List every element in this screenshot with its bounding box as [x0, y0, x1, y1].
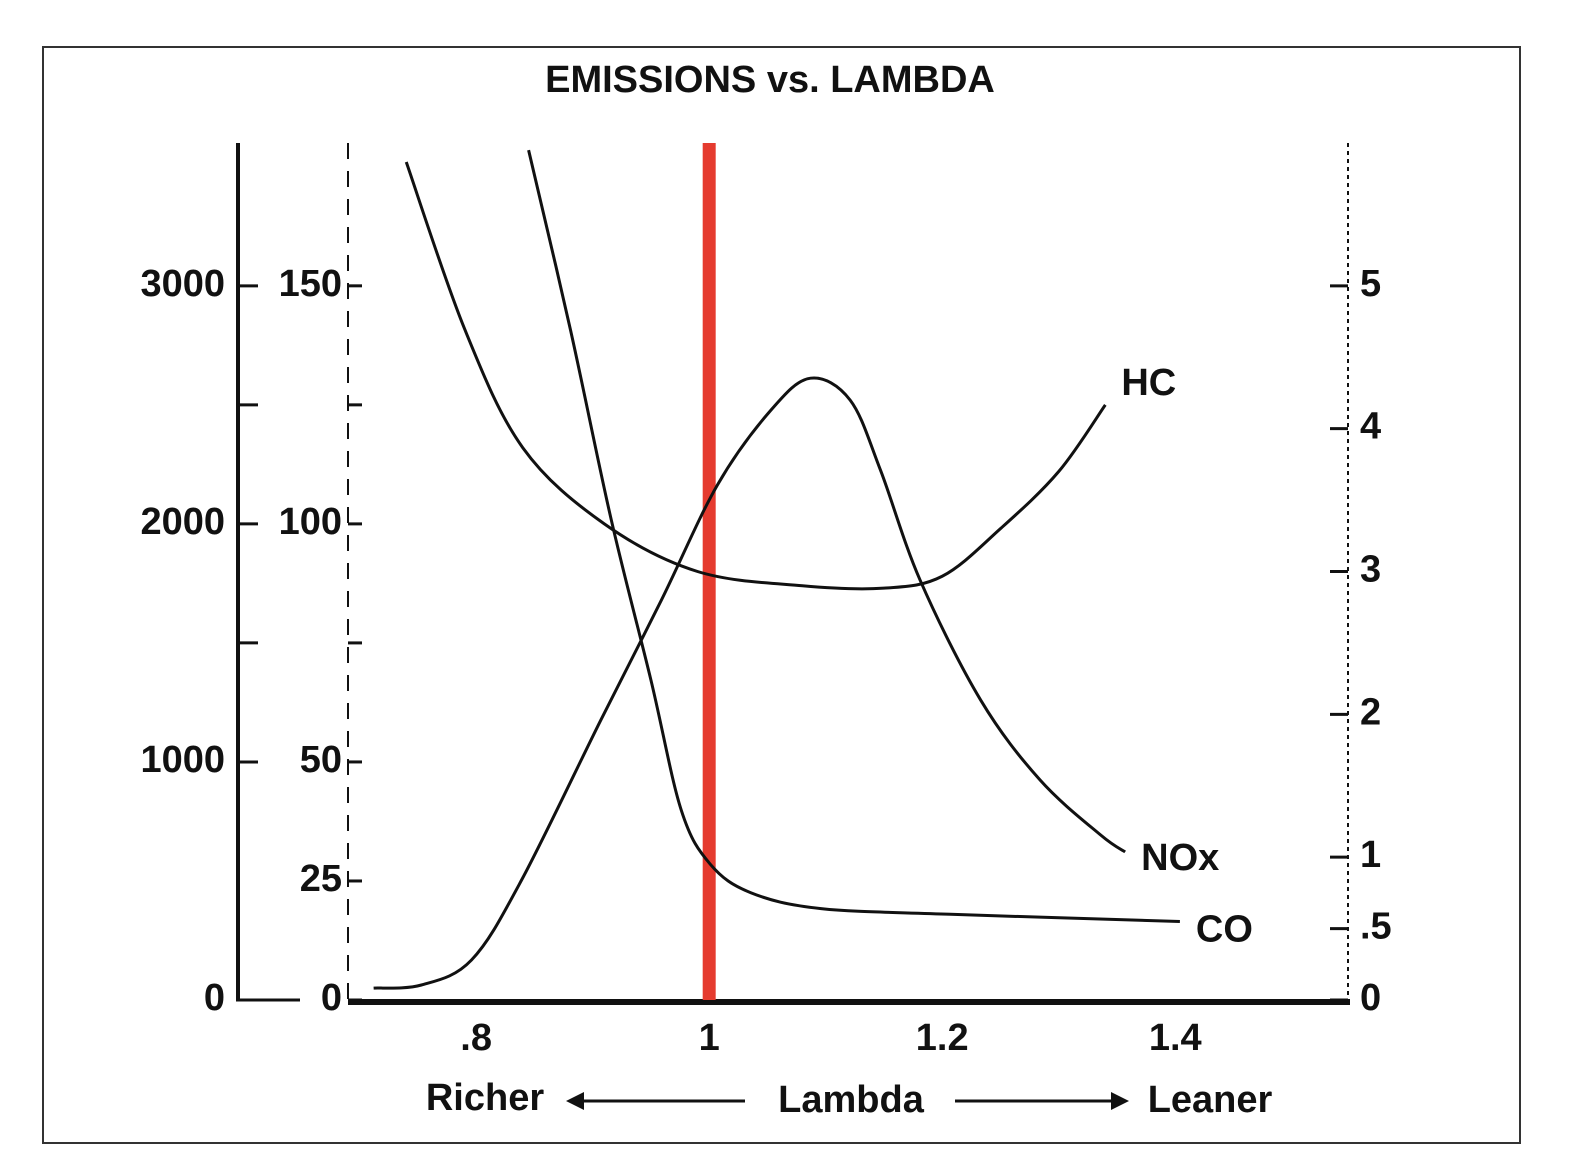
y-tick-label: 0	[204, 977, 225, 1019]
y-tick-label: 1000	[140, 739, 225, 781]
y2-tick-label: 50	[300, 739, 342, 781]
chart-title: EMISSIONS vs. LAMBDA	[545, 59, 995, 101]
y-tick-label: 2000	[140, 501, 225, 543]
x-tick-label: .8	[460, 1017, 492, 1059]
arrow-head-left	[566, 1092, 584, 1110]
y3-tick-label: 0	[1360, 977, 1381, 1019]
y3-tick-label: 1	[1360, 834, 1381, 876]
x-right-label: Leaner	[1148, 1079, 1273, 1121]
y2-tick-label: 100	[279, 501, 342, 543]
series-line	[527, 149, 1180, 923]
frame	[42, 46, 1521, 1144]
x-left-label: Richer	[426, 1077, 544, 1119]
series-label: NOx	[1141, 837, 1219, 879]
series-label: HC	[1121, 362, 1176, 404]
x-tick-label: 1.4	[1149, 1017, 1202, 1059]
x-tick-label: 1.2	[916, 1017, 969, 1059]
y2-tick-label: 150	[279, 263, 342, 305]
series-label: CO	[1196, 908, 1253, 950]
x-axis-label: Lambda	[778, 1079, 925, 1121]
arrow-head-right	[1111, 1092, 1129, 1110]
series-line	[404, 161, 1107, 591]
series-line	[373, 376, 1126, 990]
y2-tick-label: 25	[300, 858, 342, 900]
y2-tick-label: 0	[321, 977, 342, 1019]
y-tick-label: 3000	[140, 263, 225, 305]
y3-tick-label: 4	[1360, 406, 1381, 448]
y3-tick-label: 5	[1360, 263, 1381, 305]
x-tick-label: 1	[699, 1017, 720, 1059]
y3-tick-label: 3	[1360, 549, 1381, 591]
y3-tick-label: .5	[1360, 906, 1392, 948]
y3-tick-label: 2	[1360, 691, 1381, 733]
